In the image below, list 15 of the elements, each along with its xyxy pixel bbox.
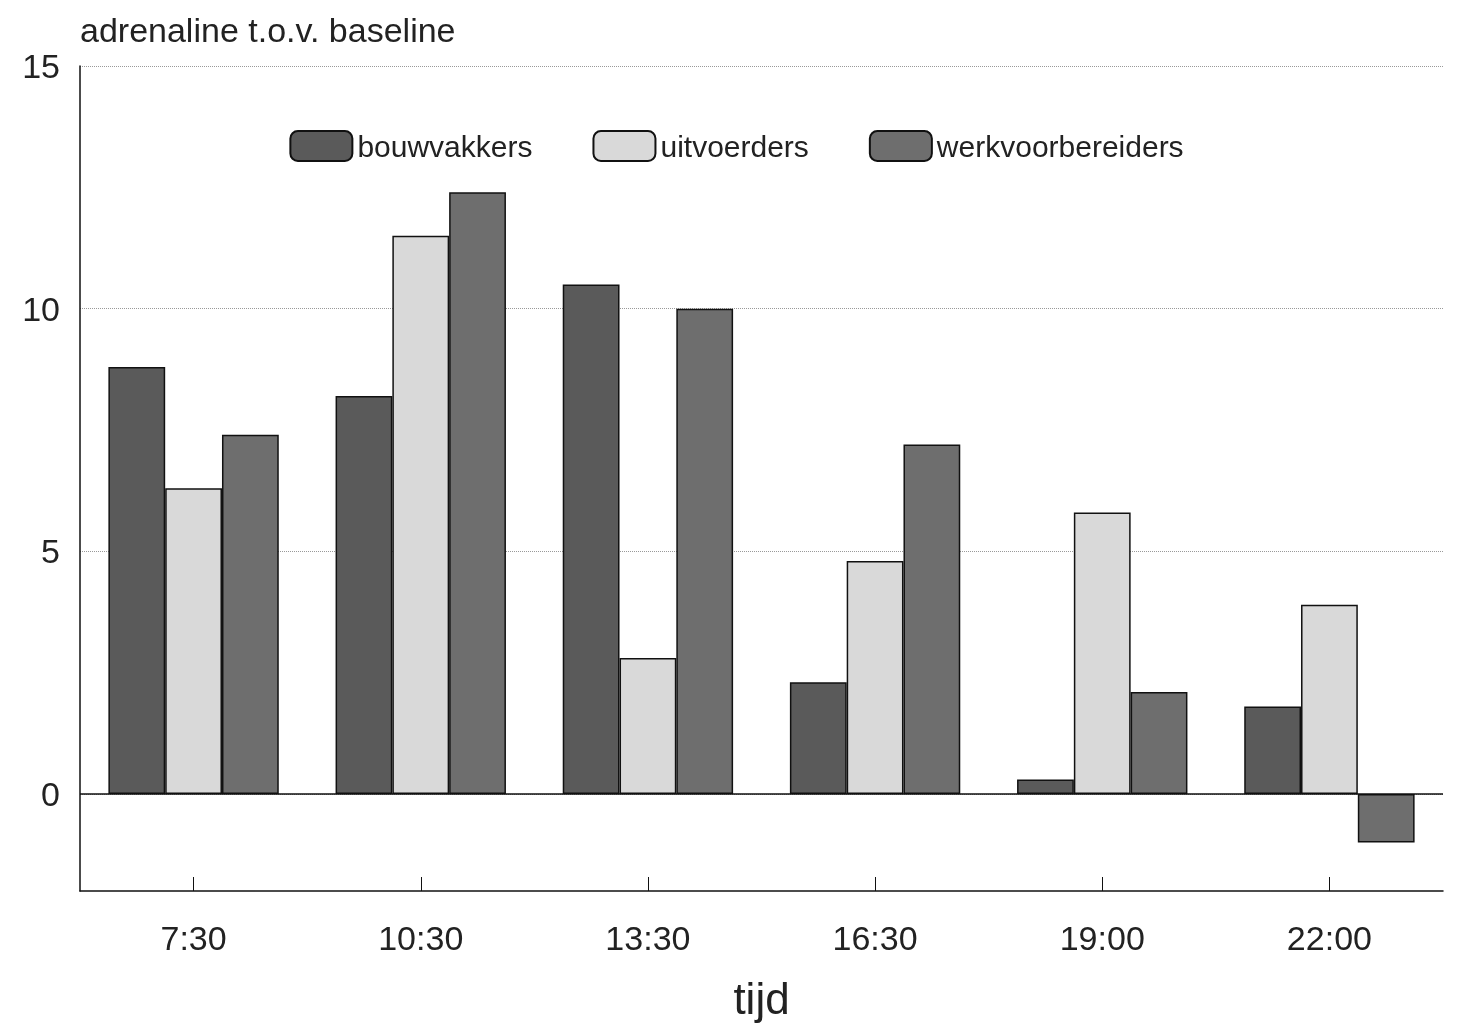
- y-tick-label: 15: [22, 47, 60, 85]
- x-tick-label: 22:00: [1286, 919, 1372, 957]
- x-tick-label: 19:00: [1059, 919, 1145, 957]
- x-tick-label: 16:30: [832, 919, 918, 957]
- y-tick-label: 0: [41, 774, 60, 813]
- legend-label: uitvoerders: [660, 129, 809, 163]
- y-tick-label: 10: [22, 289, 60, 328]
- legend-label: werkvoorbereiders: [935, 129, 1184, 163]
- x-tick-label: 13:30: [605, 919, 691, 957]
- legend-label: bouwvakkers: [357, 129, 533, 163]
- y-tick-label: 5: [41, 532, 60, 571]
- x-tick-label: 7:30: [160, 919, 227, 957]
- x-tick-label: 10:30: [378, 919, 464, 957]
- x-axis-title: tijd: [733, 973, 790, 1023]
- y-axis-title: adrenaline t.o.v. baseline: [80, 11, 456, 49]
